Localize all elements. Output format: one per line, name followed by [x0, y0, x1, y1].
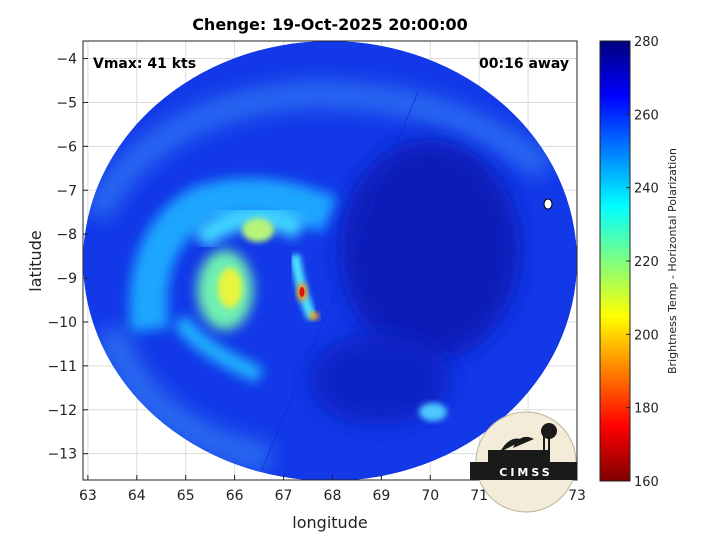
cell-southeast — [419, 403, 447, 421]
colorbar-tick-label: 280 — [634, 35, 659, 50]
cold-band-west — [129, 178, 338, 333]
colorbar-tick-label: 240 — [634, 182, 659, 197]
x-tick-label: 71 — [470, 488, 488, 504]
small-cell-outline — [543, 198, 553, 210]
x-tick-label: 68 — [324, 488, 342, 504]
colorbar-tick-label: 200 — [634, 328, 659, 343]
y-tick-label: −8 — [56, 227, 77, 243]
cold-cell-north — [242, 218, 274, 242]
x-tick-label: 70 — [421, 488, 439, 504]
outer-band-north — [83, 81, 554, 222]
colorbar-label: Brightness Temp - Horizontal Polarizatio… — [666, 148, 679, 374]
y-tick-label: −7 — [56, 183, 77, 199]
logo-text: CIMSS — [499, 466, 552, 479]
time-offset-annotation: 00:16 away — [479, 56, 569, 72]
logo-banner — [470, 462, 577, 480]
x-tick-label: 67 — [275, 488, 293, 504]
y-tick-label: −10 — [47, 315, 77, 331]
y-axis: −4 −5 −6 −7 −8 −9 −10 −11 −12 −13 — [47, 52, 88, 463]
warm-region-south — [310, 335, 450, 425]
building-silhouette — [488, 450, 548, 462]
cimss-logo: CIMSS — [470, 411, 577, 513]
chart-title: Chenge: 19-Oct-2025 20:00:00 — [192, 15, 468, 34]
tower-leg — [548, 436, 550, 462]
colorbar — [599, 40, 631, 482]
y-tick-label: −12 — [47, 403, 77, 419]
x-tick-label: 73 — [568, 488, 586, 504]
dish-icon — [513, 436, 534, 448]
warm-eye-region — [340, 140, 520, 360]
colorbar-tick-label: 220 — [634, 255, 659, 270]
x-tick-label: 65 — [177, 488, 195, 504]
cold-band-north — [193, 206, 306, 249]
y-tick-label: −5 — [56, 95, 77, 111]
y-tick-label: −11 — [47, 359, 77, 375]
y-tick-label: −13 — [47, 447, 77, 463]
tower-tank — [541, 423, 557, 439]
swath-image — [83, 41, 577, 480]
colorbar-tick-label: 260 — [634, 108, 659, 123]
x-axis-label: longitude — [292, 513, 367, 532]
convective-core-1 — [218, 268, 242, 308]
outer-band-southwest — [95, 325, 274, 475]
tower-leg — [543, 436, 545, 462]
vmax-annotation: Vmax: 41 kts — [93, 56, 196, 72]
colorbar-tick-label: 160 — [634, 475, 659, 490]
x-tick-label: 64 — [128, 488, 146, 504]
y-axis-label: latitude — [26, 230, 45, 291]
y-tick-label: −4 — [56, 52, 77, 68]
colorbar-tick-label: 180 — [634, 402, 659, 417]
y-tick-label: −6 — [56, 139, 77, 155]
convective-core-2-peak — [299, 287, 305, 297]
colorbar-ticks: 160 180 200 220 240 260 280 — [626, 35, 659, 490]
x-tick-label: 69 — [372, 488, 390, 504]
y-tick-label: −9 — [56, 271, 77, 287]
axes-frame — [82, 40, 578, 481]
x-tick-label: 66 — [226, 488, 244, 504]
rainband-south — [173, 315, 264, 383]
x-tick-label: 63 — [79, 488, 97, 504]
convective-core-3 — [309, 312, 319, 320]
swath-seam — [261, 91, 419, 471]
